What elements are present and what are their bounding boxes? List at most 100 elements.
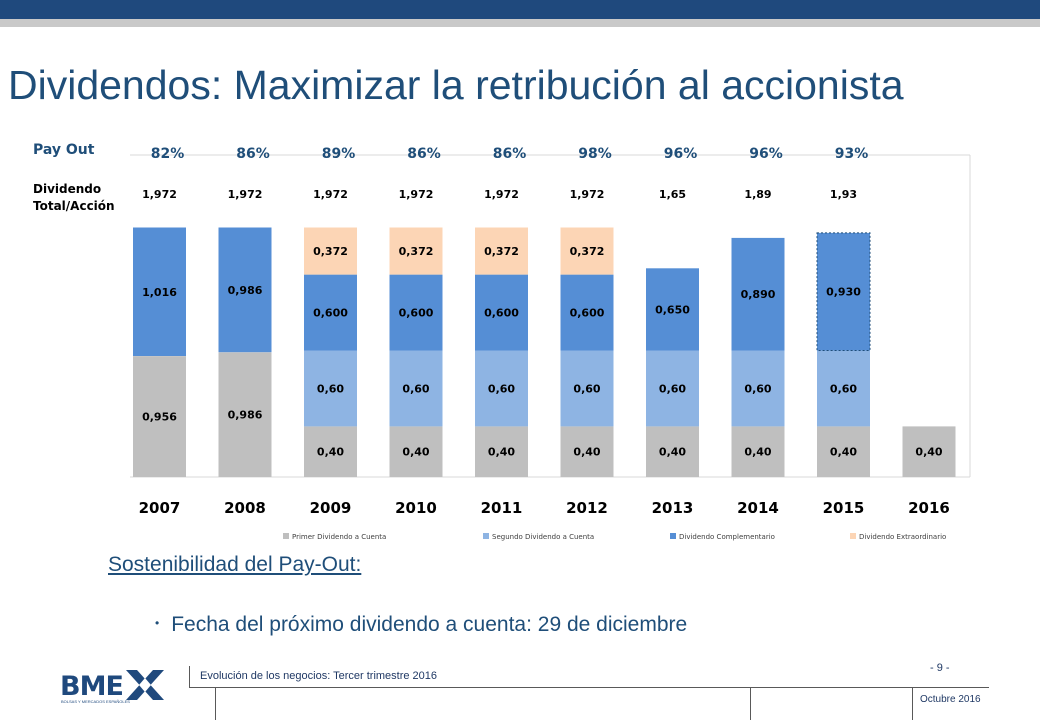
- data-label: 0,890: [741, 288, 776, 301]
- page-title: Dividendos: Maximizar la retribución al …: [8, 62, 904, 108]
- data-label: 0,956: [142, 411, 177, 424]
- data-label: 0,40: [830, 446, 857, 459]
- dividendo-total-value: 1,972: [313, 188, 348, 201]
- pay-out-value: 82%: [151, 146, 185, 162]
- x-tick-label: 2016: [908, 499, 950, 517]
- legend-label: Dividendo Complementario: [679, 533, 775, 541]
- data-label: 0,930: [826, 286, 861, 299]
- bar-segment: [133, 356, 186, 477]
- data-label: 0,600: [399, 307, 434, 320]
- bar-segment: [816, 232, 871, 351]
- bar-segment: [304, 350, 357, 427]
- top-bar: [0, 0, 1040, 19]
- bar-segment: [646, 426, 699, 477]
- bar-segment: [731, 426, 785, 477]
- data-label: 0,60: [402, 382, 429, 395]
- bullet-dot-icon: •: [155, 616, 160, 630]
- data-label: 0,60: [830, 382, 857, 395]
- footer-date: Octubre 2016: [920, 694, 981, 705]
- data-label: 0,650: [655, 303, 690, 316]
- bar-segment: [731, 237, 785, 351]
- x-tick-label: 2012: [566, 499, 608, 517]
- x-tick-label: 2015: [823, 499, 865, 517]
- data-label: 0,60: [317, 382, 344, 395]
- dividendo-label-line1: Dividendo: [33, 182, 102, 196]
- x-tick-label: 2014: [737, 499, 779, 517]
- top-bar-accent: [0, 19, 1040, 27]
- legend-swatch: [483, 533, 489, 539]
- data-label: 0,372: [570, 245, 605, 258]
- legend-swatch: [850, 533, 856, 539]
- section-subtitle: Sostenibilidad del Pay-Out:: [108, 553, 362, 576]
- x-tick-label: 2007: [139, 499, 181, 517]
- bullet-item: • Fecha del próximo dividendo a cuenta: 2…: [155, 613, 687, 637]
- bar-segment: [560, 274, 614, 351]
- bar-segment: [817, 426, 870, 477]
- legend-swatch: [283, 533, 289, 539]
- dividendo-total-value: 1,65: [659, 188, 686, 201]
- bar-segment: [560, 227, 614, 275]
- page-number: - 9 -: [930, 662, 950, 674]
- data-label: 0,40: [659, 446, 686, 459]
- data-label: 0,986: [228, 284, 263, 297]
- data-label: 0,40: [915, 446, 942, 459]
- footer-divider-v3: [750, 687, 751, 720]
- x-tick-label: 2010: [395, 499, 437, 517]
- pay-out-value: 86%: [493, 146, 527, 162]
- data-label: 0,40: [744, 446, 771, 459]
- bar-segment: [902, 426, 956, 477]
- bar-segment: [389, 350, 443, 427]
- dividendo-total-value: 1,972: [142, 188, 177, 201]
- data-label: 0,600: [570, 307, 605, 320]
- bar-segment: [218, 227, 272, 353]
- data-label: 0,986: [228, 409, 263, 422]
- bar-segment: [304, 227, 357, 275]
- data-label: 0,60: [488, 382, 515, 395]
- dividend-chart: 0,956 1,016 2007 0,986 0,986 2008 0,40 0,60 0,60…: [130, 146, 971, 541]
- footer-divider-v1: [189, 666, 190, 688]
- bar-segment: [475, 274, 528, 351]
- bar-segment: [133, 227, 186, 356]
- logo-tagline: BOLSAS Y MERCADOS ESPAÑOLES: [61, 699, 130, 704]
- bme-logo: BME BOLSAS Y MERCADOS ESPAÑOLES: [60, 668, 170, 708]
- legend-label: Dividendo Extraordinario: [859, 533, 946, 541]
- bar-segment: [731, 350, 785, 427]
- data-label: 0,60: [659, 382, 686, 395]
- data-label: 0,372: [484, 245, 519, 258]
- data-label: 0,60: [573, 382, 600, 395]
- dividendo-total-value: 1,972: [228, 188, 263, 201]
- x-tick-label: 2008: [224, 499, 266, 517]
- bar-segment: [304, 274, 357, 351]
- legend-label: Primer Dividendo a Cuenta: [292, 533, 386, 541]
- dividendo-label-line2: Total/Acción: [33, 199, 115, 213]
- bar-segment: [560, 350, 614, 427]
- dividendo-total-value: 1,972: [484, 188, 519, 201]
- bar-segment: [475, 426, 528, 477]
- dividendo-label: Dividendo Total/Acción: [33, 181, 115, 215]
- data-label: 0,40: [317, 446, 344, 459]
- legend-label: Segundo Dividendo a Cuenta: [492, 533, 594, 541]
- footer-section-title: Evolución de los negocios: Tercer trimes…: [200, 670, 438, 682]
- bullet-text: Fecha del próximo dividendo a cuenta: 29…: [171, 613, 688, 636]
- dividendo-total-value: 1,972: [399, 188, 434, 201]
- data-label: 0,60: [744, 382, 771, 395]
- footer-divider-v2: [215, 687, 216, 720]
- bar-segment: [475, 227, 528, 275]
- bar-segment: [389, 227, 443, 275]
- data-label: 0,40: [573, 446, 600, 459]
- legend-swatch: [670, 533, 676, 539]
- data-label: 0,372: [399, 245, 434, 258]
- dividendo-total-value: 1,89: [744, 188, 771, 201]
- logo-x-icon: [126, 670, 164, 700]
- data-label: 0,600: [313, 307, 348, 320]
- bar-segment: [389, 426, 443, 477]
- data-label: 0,372: [313, 245, 348, 258]
- bar-segment: [218, 352, 272, 477]
- bar-segment: [646, 268, 699, 351]
- footer-divider-v4: [912, 687, 913, 720]
- pay-out-value: 98%: [578, 146, 612, 162]
- bar-segment: [304, 426, 357, 477]
- x-tick-label: 2011: [481, 499, 523, 517]
- bar-segment: [560, 426, 614, 477]
- bar-segment: [646, 350, 699, 427]
